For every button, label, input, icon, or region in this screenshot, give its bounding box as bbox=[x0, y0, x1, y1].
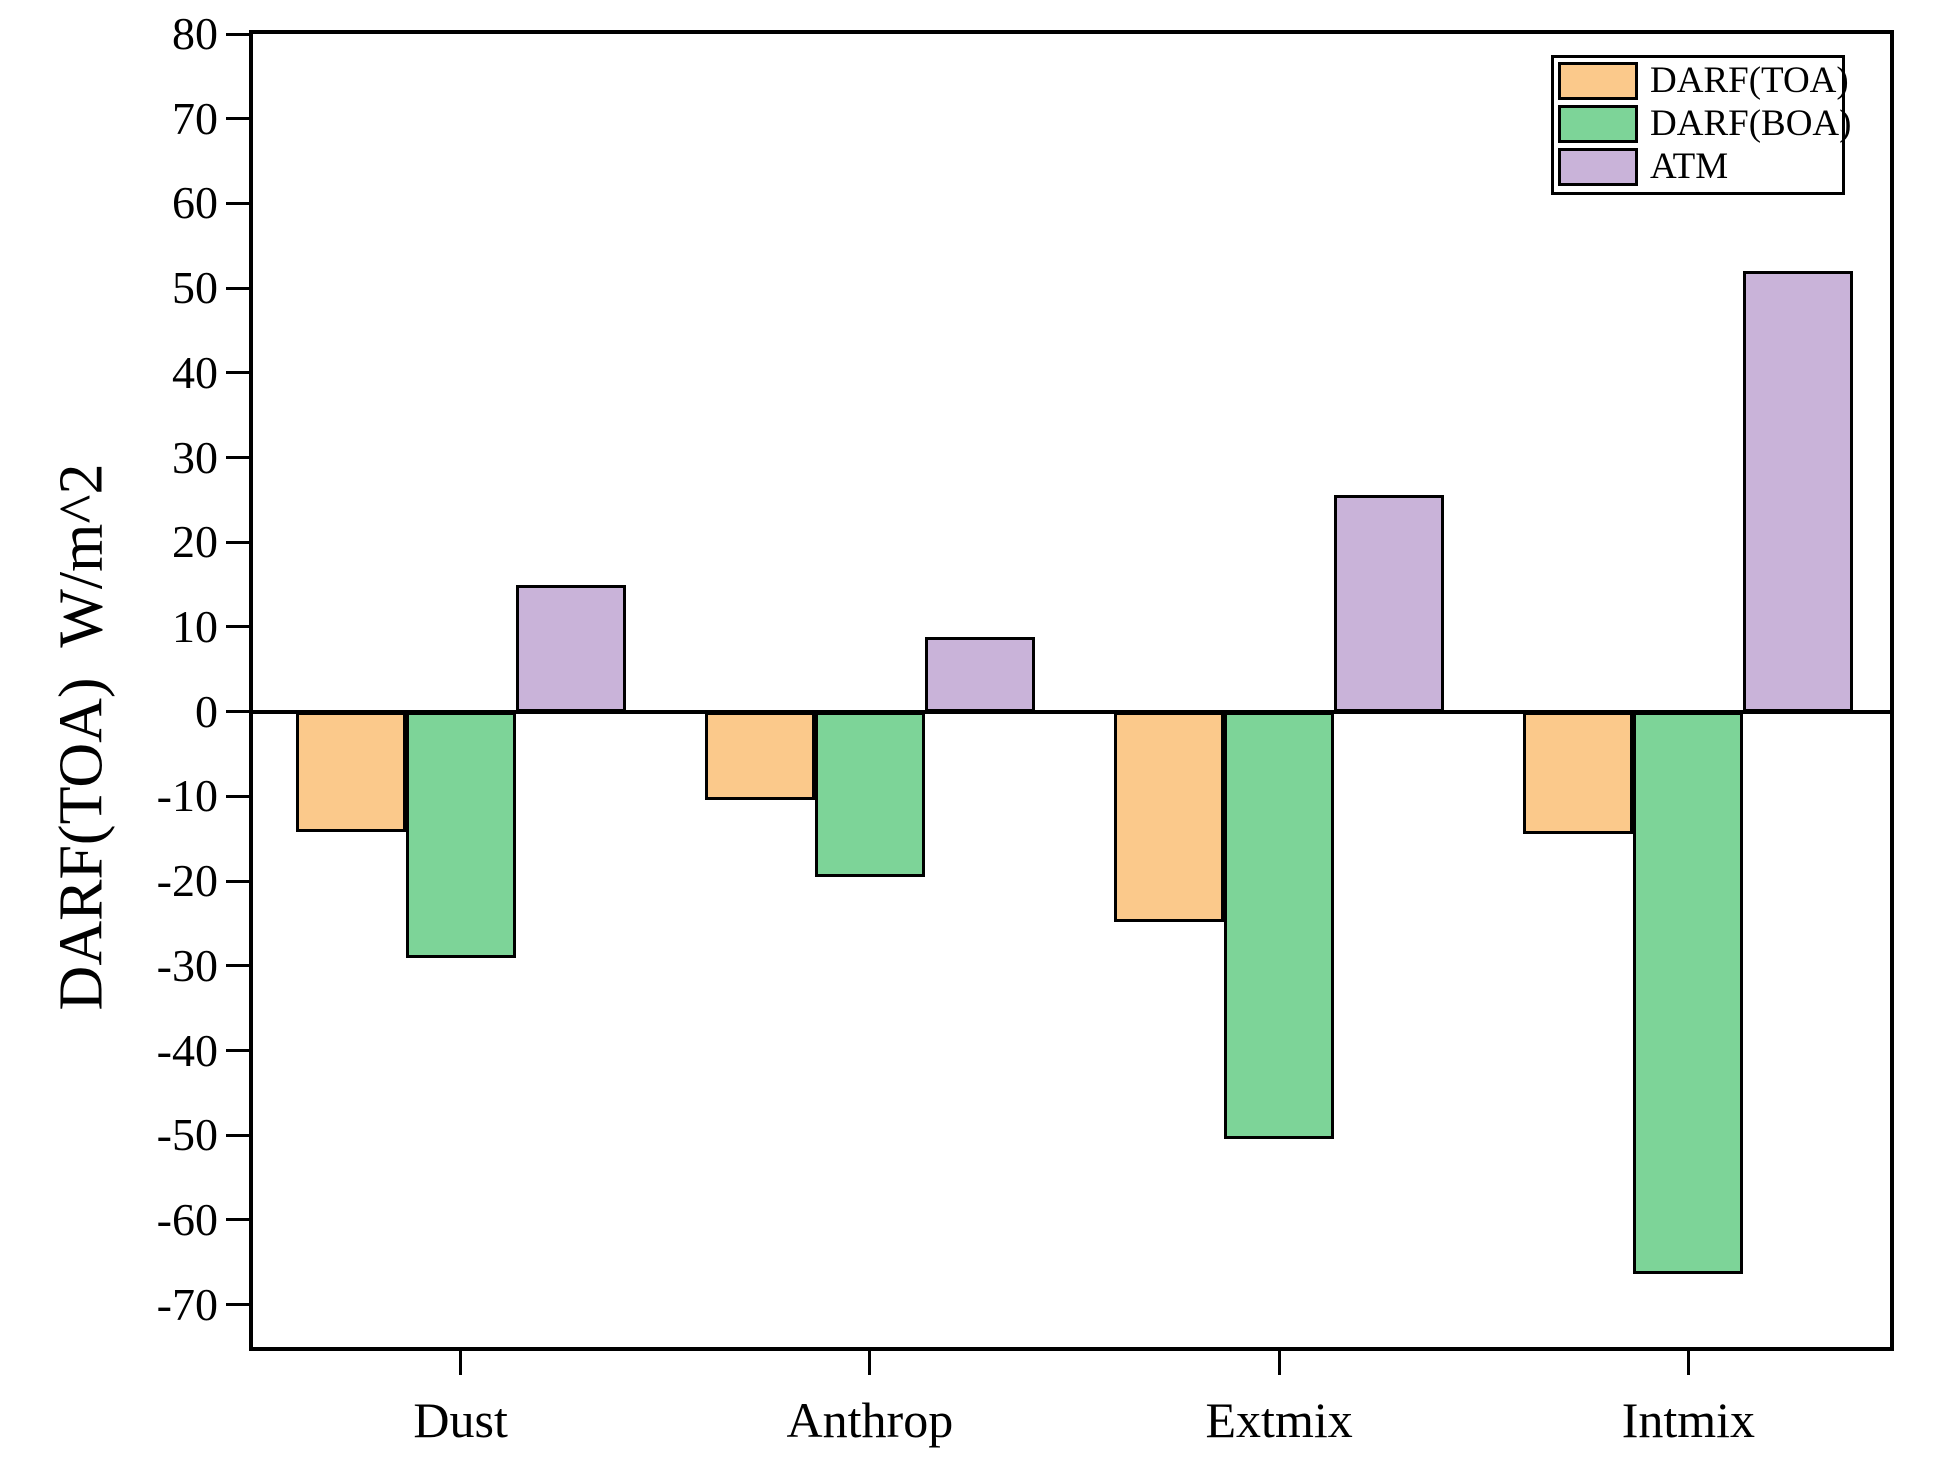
plot-frame bbox=[249, 30, 1894, 1351]
y-tick-label--10: -10 bbox=[156, 770, 218, 822]
y-tick-label-0: 0 bbox=[195, 685, 218, 737]
legend-swatch-DARF(TOA) bbox=[1558, 62, 1638, 100]
legend-swatch-ATM bbox=[1558, 148, 1638, 186]
bar-ATM-Intmix bbox=[1743, 271, 1854, 712]
legend-rows: DARF(TOA) DARF(BOA) ATM bbox=[1558, 62, 1851, 186]
y-tick-30 bbox=[226, 456, 250, 460]
y-tick-label--40: -40 bbox=[156, 1024, 218, 1076]
legend-swatch-DARF(BOA) bbox=[1558, 105, 1638, 143]
bar-DARF(BOA)-Intmix bbox=[1633, 711, 1744, 1275]
y-tick-80 bbox=[226, 32, 250, 36]
bar-DARF(TOA)-Extmix bbox=[1114, 711, 1225, 922]
y-tick-label--20: -20 bbox=[156, 855, 218, 907]
legend-item-DARF(BOA): DARF(BOA) bbox=[1558, 105, 1851, 143]
y-tick-0 bbox=[226, 710, 250, 714]
y-tick-label-80: 80 bbox=[172, 8, 218, 59]
x-label-Anthrop: Anthrop bbox=[786, 1392, 954, 1448]
y-tick-label--30: -30 bbox=[156, 939, 218, 991]
y-tick-60 bbox=[226, 201, 250, 205]
y-tick-70 bbox=[226, 117, 250, 121]
legend-item-DARF(TOA): DARF(TOA) bbox=[1558, 62, 1849, 100]
x-tick-Dust bbox=[459, 1351, 463, 1375]
x-tick-Anthrop bbox=[868, 1351, 872, 1375]
y-tick-label--70: -70 bbox=[156, 1278, 218, 1330]
zero-line bbox=[253, 709, 1890, 714]
x-tick-Extmix bbox=[1277, 1351, 1281, 1375]
y-tick-label-70: 70 bbox=[172, 92, 218, 144]
x-label-Intmix: Intmix bbox=[1621, 1392, 1756, 1448]
y-tick-20 bbox=[226, 540, 250, 544]
y-tick--10 bbox=[226, 794, 250, 798]
y-tick-label-60: 60 bbox=[172, 177, 218, 229]
y-tick--40 bbox=[226, 1049, 250, 1053]
legend-label-DARF(BOA): DARF(BOA) bbox=[1650, 103, 1852, 144]
y-tick-label-40: 40 bbox=[172, 346, 218, 398]
y-tick-label-20: 20 bbox=[172, 516, 218, 568]
y-tick--20 bbox=[226, 879, 250, 883]
y-tick-50 bbox=[226, 286, 250, 290]
legend-item-ATM: ATM bbox=[1558, 148, 1842, 186]
y-tick-10 bbox=[226, 625, 250, 629]
legend-box: DARF(TOA) DARF(BOA) ATM bbox=[1551, 55, 1851, 195]
y-tick--70 bbox=[226, 1303, 250, 1307]
y-tick-40 bbox=[226, 371, 250, 375]
legend-label-DARF(TOA): DARF(TOA) bbox=[1650, 60, 1849, 101]
x-label-Extmix: Extmix bbox=[1205, 1392, 1353, 1448]
bar-DARF(TOA)-Dust bbox=[295, 711, 406, 832]
bar-DARF(BOA)-Extmix bbox=[1224, 711, 1335, 1140]
y-tick-label-50: 50 bbox=[172, 262, 218, 314]
y-tick-label--60: -60 bbox=[156, 1193, 218, 1245]
y-tick-label-10: 10 bbox=[172, 600, 218, 652]
x-tick-Intmix bbox=[1686, 1351, 1690, 1375]
legend-label-ATM: ATM bbox=[1650, 146, 1729, 187]
y-tick--30 bbox=[226, 964, 250, 968]
x-label-Dust: Dust bbox=[413, 1392, 508, 1448]
y-tick--50 bbox=[226, 1133, 250, 1137]
y-tick-label-30: 30 bbox=[172, 431, 218, 483]
y-tick-label--50: -50 bbox=[156, 1109, 218, 1161]
bar-ATM-Extmix bbox=[1334, 494, 1445, 712]
y-tick--60 bbox=[226, 1218, 250, 1222]
